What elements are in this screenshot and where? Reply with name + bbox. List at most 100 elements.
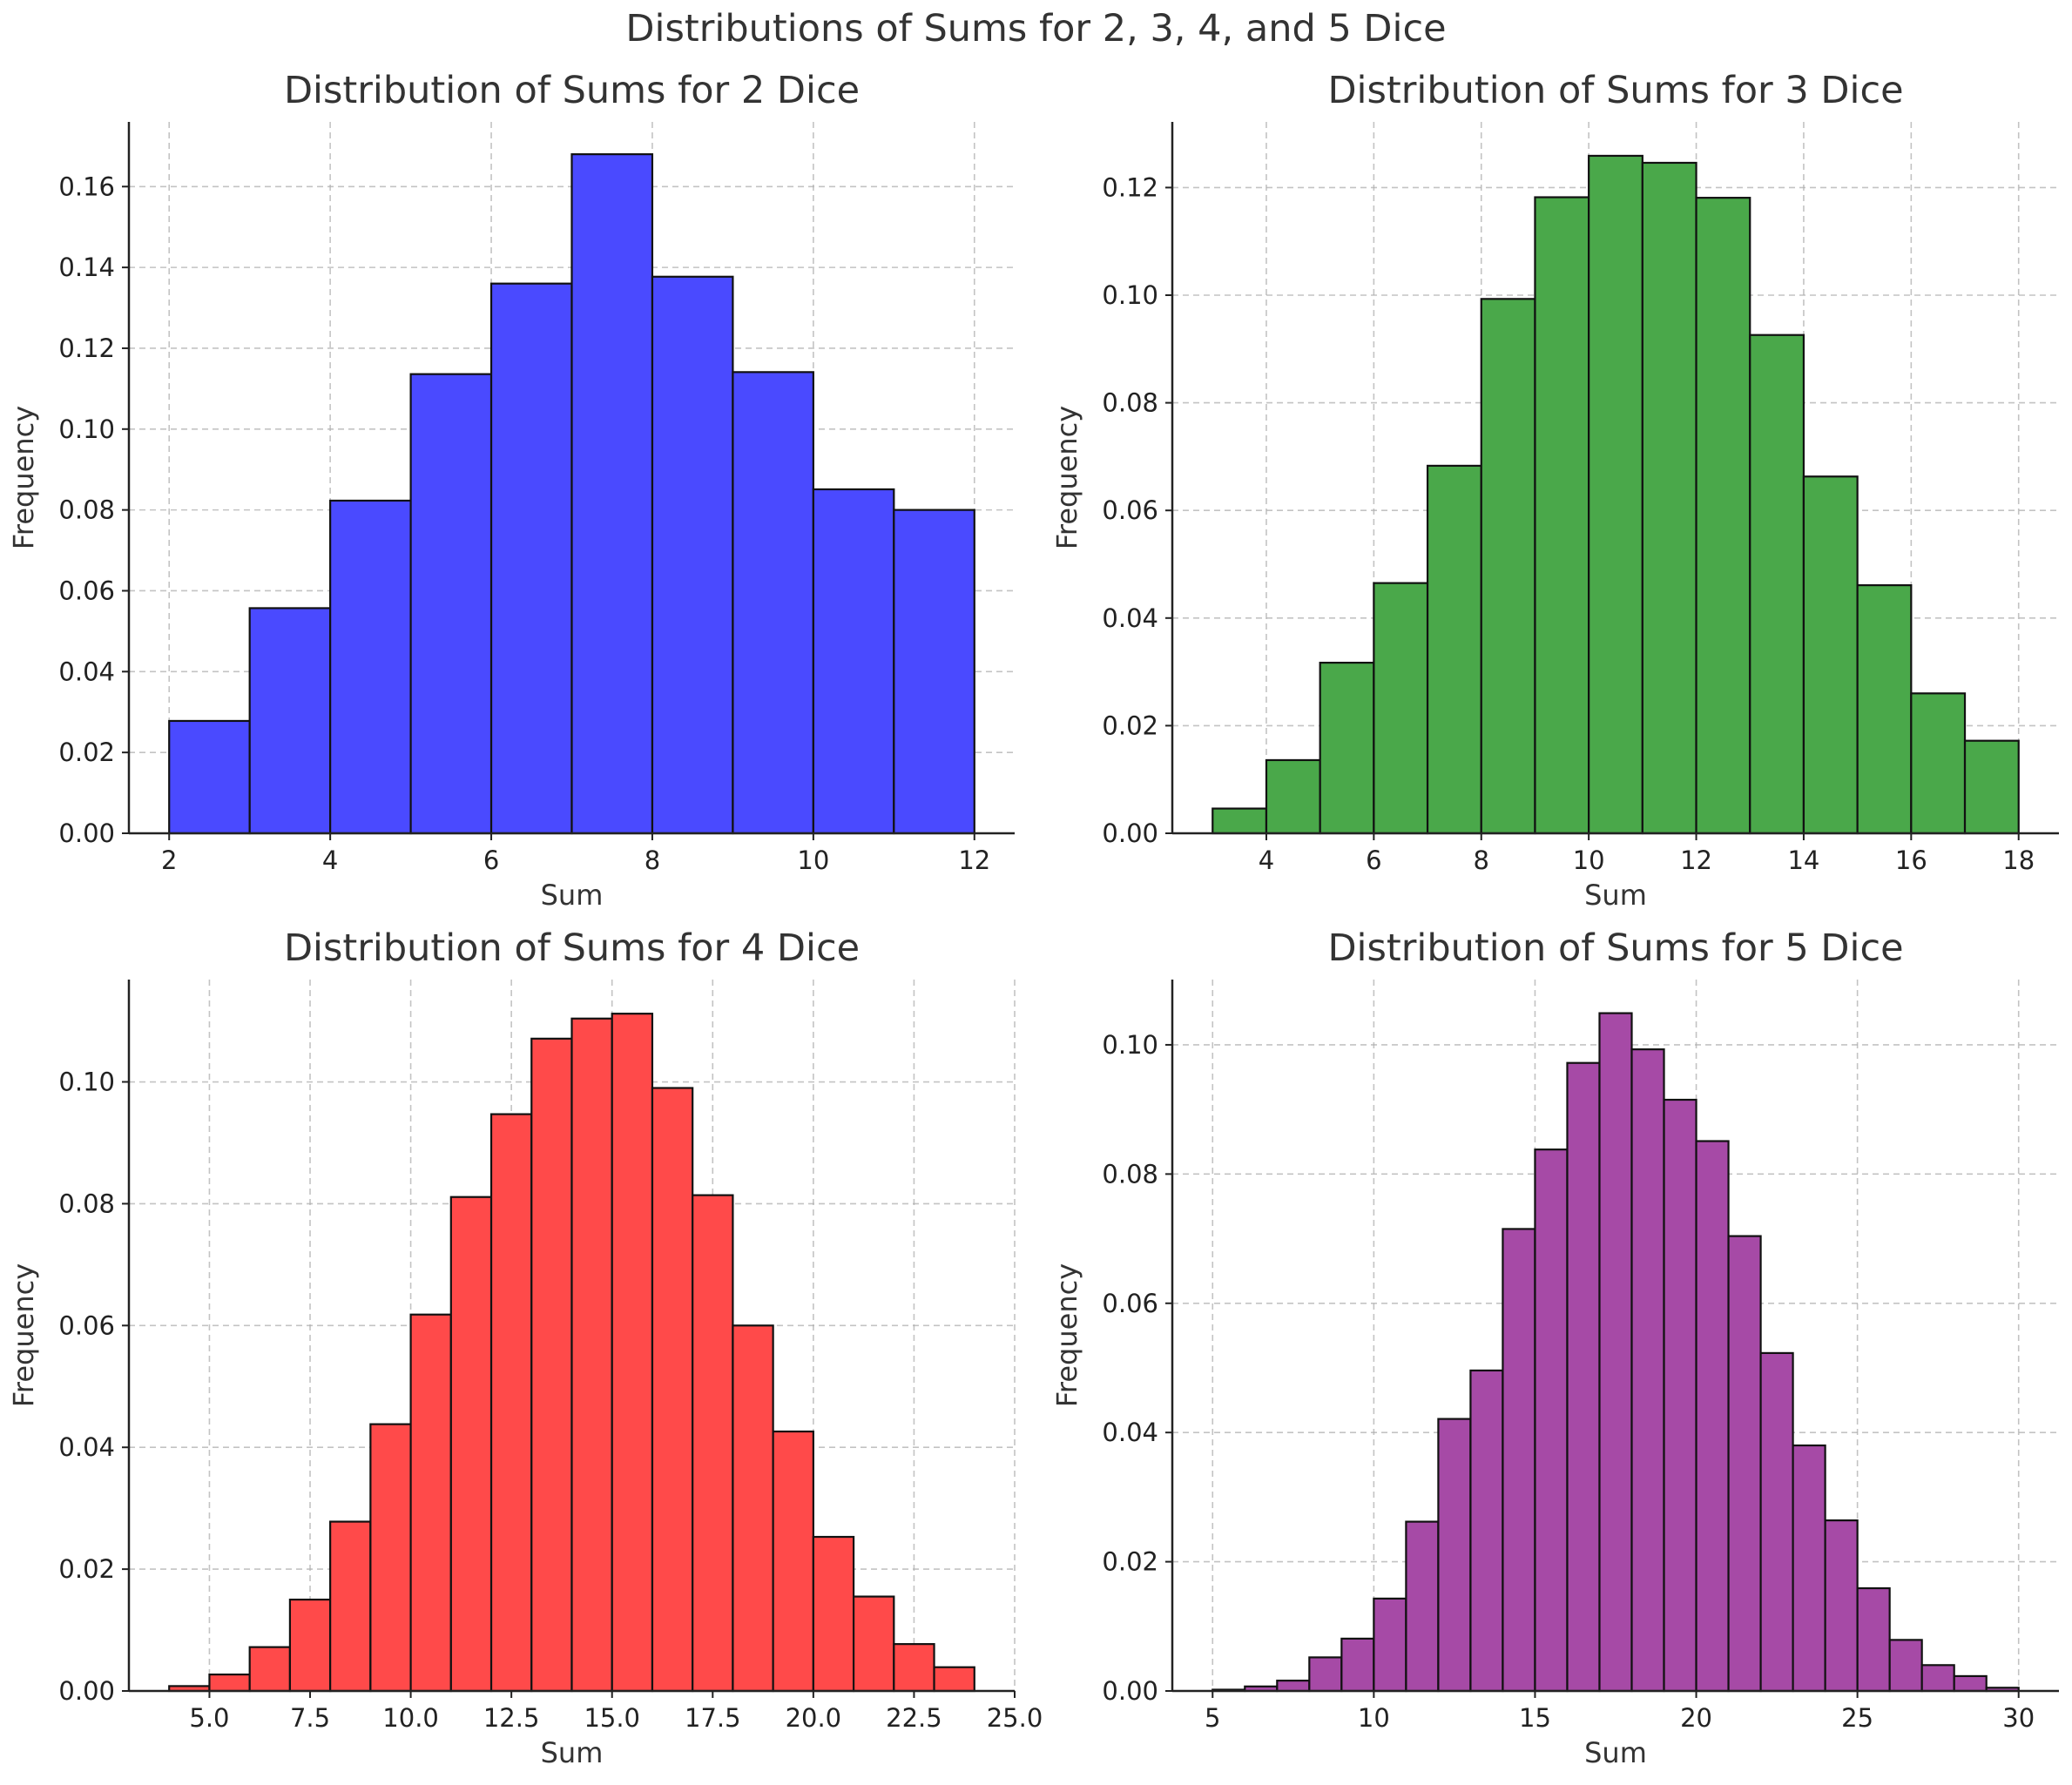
chart-3-dice: 4 6 8 10 12 14 16 18 0.00 0.02 0.04 0.06 0.08 0.10 0.1… bbox=[1036, 52, 2072, 914]
y-tick-label: 0.06 bbox=[58, 1310, 115, 1340]
histogram-bar bbox=[409, 373, 493, 835]
x-tick-label: 10 bbox=[1358, 1703, 1390, 1733]
histogram-bar bbox=[248, 607, 332, 835]
y-tick-label: 0.04 bbox=[1102, 603, 1158, 633]
chart-title: Distribution of Sums for 4 Dice bbox=[284, 926, 860, 970]
y-tick-label: 0.00 bbox=[58, 1676, 115, 1706]
y-tick-label: 0.00 bbox=[58, 818, 115, 848]
y-tick-label: 0.00 bbox=[1102, 1676, 1158, 1706]
histogram-bar bbox=[1792, 1444, 1826, 1693]
histogram-bar bbox=[1437, 1418, 1472, 1693]
y-tick-label: 0.08 bbox=[58, 495, 115, 525]
histogram-bar bbox=[489, 282, 573, 835]
y-tick-label: 0.08 bbox=[1102, 1159, 1158, 1189]
x-tick-label: 22.5 bbox=[886, 1703, 942, 1733]
histogram-bar bbox=[329, 1520, 372, 1693]
histogram-bar bbox=[1695, 197, 1751, 835]
y-tick-label: 0.10 bbox=[1102, 1030, 1158, 1060]
histogram-bar bbox=[812, 1535, 855, 1693]
histogram-bar bbox=[1502, 1228, 1536, 1693]
y-tick-label: 0.02 bbox=[1102, 1547, 1158, 1577]
histogram-bar bbox=[1588, 154, 1643, 835]
chart-4-dice-svg: 5.0 7.5 10.0 12.5 15.0 17.5 20.0 22.5 25.0 0.00 0.… bbox=[7, 926, 1043, 1769]
x-tick-label: 16 bbox=[1895, 845, 1927, 875]
y-tick-label: 0.10 bbox=[1102, 280, 1158, 310]
histogram-bar bbox=[530, 1037, 573, 1693]
y-tick-label: 0.00 bbox=[1102, 818, 1158, 848]
histogram-bar bbox=[1308, 1656, 1343, 1693]
histogram-bar bbox=[409, 1313, 452, 1693]
x-tick-label: 5.0 bbox=[189, 1703, 229, 1733]
histogram-bar bbox=[489, 1113, 533, 1693]
histogram-bar bbox=[329, 499, 412, 835]
y-tick-label: 0.12 bbox=[58, 333, 115, 363]
x-tick-label: 10 bbox=[797, 845, 829, 875]
histogram-bar bbox=[1405, 1520, 1440, 1693]
y-tick-label: 0.06 bbox=[1102, 1289, 1158, 1318]
y-tick-label: 0.02 bbox=[1102, 711, 1158, 740]
histogram-bar bbox=[1856, 1586, 1891, 1693]
x-axis-label: Sum bbox=[1584, 1736, 1647, 1769]
histogram-bar bbox=[1534, 1148, 1569, 1693]
y-tick-label: 0.04 bbox=[58, 1432, 115, 1462]
histogram-bar bbox=[1373, 1597, 1407, 1693]
x-tick-label: 12 bbox=[1680, 845, 1712, 875]
x-tick-label: 8 bbox=[1474, 845, 1489, 875]
x-tick-label: 6 bbox=[1366, 845, 1381, 875]
histogram-bar bbox=[1920, 1664, 1955, 1693]
histogram-bar bbox=[1749, 333, 1805, 835]
histogram-bar bbox=[1534, 196, 1590, 835]
chart-3-dice-svg: 4 6 8 10 12 14 16 18 0.00 0.02 0.04 0.06 0.08 0.10 0.1… bbox=[1050, 69, 2059, 912]
y-tick-label: 0.08 bbox=[1102, 388, 1158, 418]
histogram-bar bbox=[1598, 1012, 1633, 1693]
histogram-bar bbox=[1566, 1061, 1601, 1693]
histogram-bar bbox=[1802, 475, 1859, 835]
histogram-bar bbox=[1641, 161, 1697, 835]
histogram-bar bbox=[168, 719, 251, 835]
x-tick-label: 10.0 bbox=[382, 1703, 439, 1733]
y-axis-label: Frequency bbox=[7, 406, 40, 549]
histogram-bar bbox=[651, 1087, 694, 1693]
y-tick-label: 0.06 bbox=[1102, 495, 1158, 525]
histogram-bar bbox=[1759, 1351, 1794, 1693]
x-tick-label: 2 bbox=[161, 845, 177, 875]
histogram-bar bbox=[288, 1598, 332, 1693]
x-tick-label: 25 bbox=[1841, 1703, 1873, 1733]
x-axis-label: Sum bbox=[1584, 879, 1647, 912]
x-tick-label: 4 bbox=[1259, 845, 1274, 875]
chart-2-dice: 2 4 6 8 10 12 0.00 0.02 0.04 0.06 0.08 0.10 0.12 0.14… bbox=[0, 52, 1036, 914]
histogram-bar bbox=[248, 1646, 292, 1693]
histogram-bar bbox=[1727, 1235, 1762, 1693]
x-tick-label: 30 bbox=[2002, 1703, 2035, 1733]
x-tick-label: 12.5 bbox=[483, 1703, 540, 1733]
histogram-bar bbox=[1469, 1369, 1504, 1693]
x-tick-label: 25.0 bbox=[987, 1703, 1043, 1733]
chart-title: Distribution of Sums for 2 Dice bbox=[284, 69, 860, 112]
y-tick-label: 0.12 bbox=[1102, 172, 1158, 202]
histogram-bar bbox=[1695, 1140, 1730, 1693]
y-tick-label: 0.14 bbox=[58, 253, 115, 282]
histogram-bar bbox=[570, 1017, 613, 1693]
y-tick-label: 0.06 bbox=[58, 576, 115, 605]
x-axis-label: Sum bbox=[541, 1736, 604, 1769]
y-tick-label: 0.04 bbox=[1102, 1418, 1158, 1447]
histogram-bar bbox=[692, 1194, 734, 1693]
histogram-bar bbox=[611, 1013, 654, 1693]
y-tick-label: 0.04 bbox=[58, 657, 115, 686]
x-tick-label: 7.5 bbox=[290, 1703, 330, 1733]
y-tick-label: 0.02 bbox=[58, 738, 115, 767]
histogram-bar bbox=[772, 1430, 814, 1693]
histogram-bar bbox=[1663, 1098, 1697, 1693]
x-tick-label: 5 bbox=[1205, 1703, 1220, 1733]
x-tick-label: 14 bbox=[1787, 845, 1819, 875]
histogram-bar bbox=[1319, 661, 1375, 835]
chart-4-dice: 5.0 7.5 10.0 12.5 15.0 17.5 20.0 22.5 25.0 0.00 0.… bbox=[0, 910, 1043, 1785]
y-tick-label: 0.08 bbox=[58, 1189, 115, 1218]
x-tick-label: 15 bbox=[1519, 1703, 1551, 1733]
histogram-bar bbox=[651, 275, 734, 835]
x-tick-label: 8 bbox=[645, 845, 660, 875]
histogram-bar bbox=[369, 1423, 412, 1693]
chart-title: Distribution of Sums for 3 Dice bbox=[1327, 69, 1903, 112]
x-tick-label: 4 bbox=[322, 845, 338, 875]
